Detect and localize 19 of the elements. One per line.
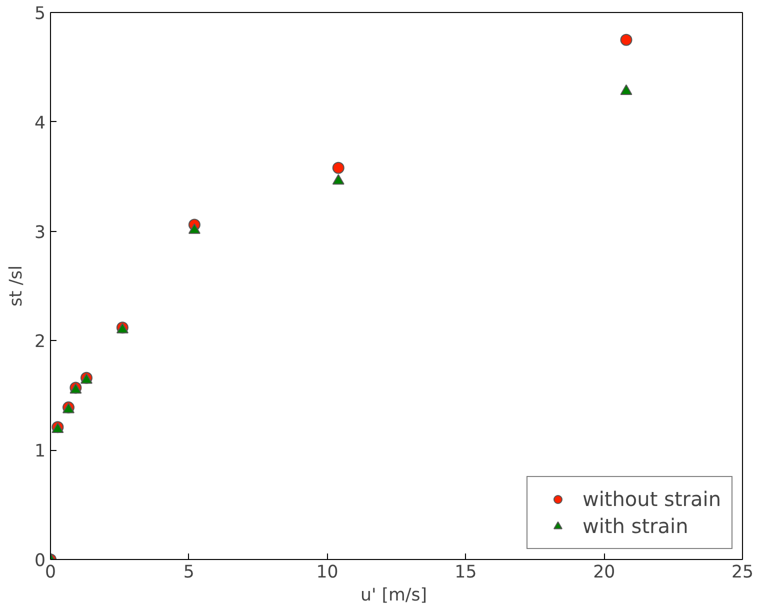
y-axis-title: st /sl [6,265,26,307]
x-tick-label: 20 [593,562,616,582]
point [332,162,344,174]
point [188,223,200,234]
x-tick-label: 5 [183,562,194,582]
x-tick-label: 25 [731,562,754,582]
y-tick-label: 2 [34,332,46,352]
x-axis-title: u' [m/s] [360,586,428,606]
point [620,34,632,46]
point [332,174,344,185]
y-tick-label: 1 [34,442,46,462]
legend-label: without strain [582,487,721,511]
y-tick-label: 3 [34,222,46,243]
legend-label: with strain [582,514,688,538]
y-tick-label: 4 [34,113,46,134]
x-tick-label: 15 [454,562,477,582]
y-tick-label: 5 [34,4,46,24]
point [620,84,632,95]
x-tick-label: 10 [316,562,338,582]
